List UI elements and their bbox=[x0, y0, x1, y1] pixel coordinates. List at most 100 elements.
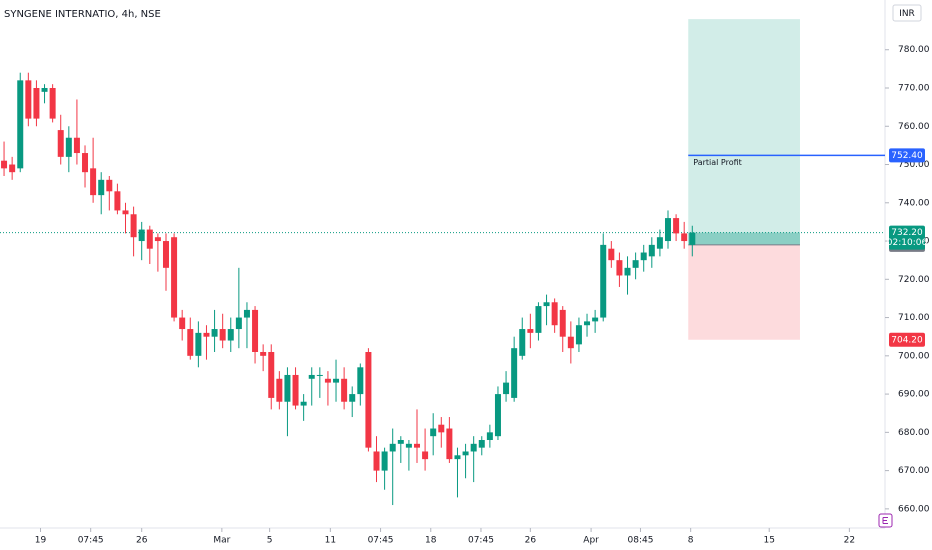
candle-body bbox=[616, 260, 623, 276]
currency-box[interactable] bbox=[892, 4, 922, 22]
y-tick-label: 770.00 bbox=[898, 84, 930, 94]
candle-body bbox=[470, 443, 477, 452]
candle-body bbox=[430, 428, 437, 437]
candle-body bbox=[681, 233, 688, 242]
candle-body bbox=[260, 352, 267, 356]
y-tick-label: 720.00 bbox=[898, 275, 930, 285]
x-tick-label: 11 bbox=[325, 536, 336, 546]
y-tick-label: 670.00 bbox=[898, 466, 930, 476]
candle-body bbox=[9, 164, 16, 173]
x-tick-label: 26 bbox=[136, 536, 148, 546]
candle-body bbox=[511, 348, 518, 398]
candle-body bbox=[438, 424, 445, 433]
candle-body bbox=[211, 329, 218, 337]
candle-body bbox=[179, 317, 186, 330]
candle-body bbox=[656, 237, 663, 249]
partial-text: Partial Profit bbox=[693, 158, 742, 167]
candle-body bbox=[146, 229, 153, 249]
candle-body bbox=[195, 332, 202, 356]
candle-body bbox=[673, 218, 680, 234]
y-tick-label: 740.00 bbox=[898, 198, 930, 208]
candle-body bbox=[25, 80, 32, 119]
candle-body bbox=[446, 428, 453, 460]
countdown: 02:10:06 bbox=[887, 238, 928, 248]
candle-body bbox=[227, 329, 234, 341]
candle-body bbox=[575, 325, 582, 345]
candle-body bbox=[252, 309, 259, 352]
candle-body bbox=[389, 443, 396, 452]
x-tick-label: 22 bbox=[844, 536, 855, 546]
candle-body bbox=[65, 137, 72, 157]
candle-body bbox=[171, 237, 178, 318]
candle-body bbox=[138, 229, 145, 242]
x-tick-label: 07:45 bbox=[78, 536, 104, 546]
y-tick-label: 710.00 bbox=[898, 313, 930, 323]
chart-title: SYNGENE INTERNATIO, 4h, NSE bbox=[4, 9, 161, 20]
candle-body bbox=[187, 329, 194, 356]
y-tick-label: 700.00 bbox=[898, 351, 930, 361]
currency[interactable]: INR bbox=[899, 9, 915, 19]
candle-body bbox=[397, 440, 404, 444]
candle-body bbox=[106, 179, 113, 192]
candle-body bbox=[130, 214, 137, 238]
stop-zone bbox=[688, 244, 800, 340]
y-tick-label: 660.00 bbox=[898, 504, 930, 514]
candle-body bbox=[292, 374, 299, 406]
candle-body bbox=[114, 191, 121, 211]
y-tick-label: 760.00 bbox=[898, 122, 930, 132]
candle-body bbox=[600, 244, 607, 318]
candle-body bbox=[41, 88, 48, 92]
open-pnl-zone bbox=[688, 232, 800, 245]
candle-body bbox=[365, 352, 372, 448]
candle-body bbox=[559, 309, 566, 337]
candle-body bbox=[543, 302, 550, 307]
candle-body bbox=[349, 394, 356, 402]
candle-body bbox=[17, 80, 24, 169]
candle-body bbox=[308, 374, 315, 379]
candle-body bbox=[49, 88, 56, 119]
x-tick-label: 07:45 bbox=[368, 536, 394, 546]
x-tick-label: Apr bbox=[583, 536, 599, 546]
candle-body bbox=[503, 382, 510, 395]
x-tick-label: 8 bbox=[688, 536, 694, 546]
candle-body bbox=[98, 179, 105, 196]
candle-body bbox=[648, 244, 655, 257]
candle-body bbox=[527, 329, 534, 333]
candle-body bbox=[373, 451, 380, 471]
candle-body bbox=[422, 451, 429, 460]
candle-body bbox=[341, 378, 348, 402]
candle-body bbox=[324, 378, 331, 383]
candle-body bbox=[333, 378, 340, 383]
candle-body bbox=[608, 248, 615, 261]
candle-body bbox=[381, 451, 388, 471]
candle-body bbox=[551, 302, 558, 326]
candle-body bbox=[316, 374, 323, 376]
candle-body bbox=[632, 260, 639, 268]
candle-body bbox=[357, 367, 364, 395]
x-tick-label: Mar bbox=[213, 536, 230, 546]
candle-body bbox=[640, 252, 647, 261]
candle-body bbox=[82, 153, 89, 173]
price-label-bg bbox=[889, 332, 925, 347]
candle-body bbox=[1, 160, 8, 169]
events-icon-glyph bbox=[882, 517, 888, 524]
candle-body bbox=[122, 210, 129, 215]
candle-body bbox=[405, 443, 412, 448]
price-label: 732.20 bbox=[891, 228, 923, 238]
candle-body bbox=[268, 352, 275, 398]
x-tick-label: 5 bbox=[267, 536, 273, 546]
candle-body bbox=[689, 232, 696, 245]
candle-body bbox=[300, 401, 307, 406]
candle-body bbox=[73, 137, 80, 154]
candle-body bbox=[454, 455, 461, 460]
candle-body bbox=[486, 432, 493, 440]
candle-body bbox=[478, 440, 485, 448]
x-tick-label: 18 bbox=[425, 536, 437, 546]
candle-body bbox=[592, 317, 599, 322]
x-tick-label: 07:45 bbox=[468, 536, 494, 546]
y-tick-label: 690.00 bbox=[898, 390, 930, 400]
price-label: 704.20 bbox=[891, 335, 923, 345]
candle-body bbox=[162, 241, 169, 268]
candle-body bbox=[462, 451, 469, 456]
